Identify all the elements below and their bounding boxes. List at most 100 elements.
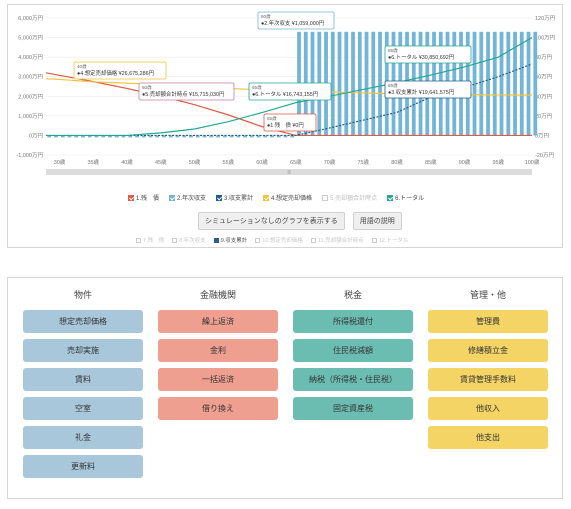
- legend-item[interactable]: 5.売却額合計時点: [322, 193, 377, 202]
- legend-item[interactable]: 11.売却額合計時点: [310, 236, 364, 244]
- tooltip-age: 65歳: [267, 115, 277, 121]
- y2-tick-label: 0万円: [535, 132, 550, 139]
- category-column: 税金 所得税還付 住民税減額 納税（所得税・住民税） 固定資産税: [293, 288, 413, 484]
- legend-label: 9.収支累計: [220, 238, 248, 244]
- event-tile-button[interactable]: 空室: [23, 397, 143, 420]
- bar: [168, 135, 173, 138]
- tooltip-age: 85歳: [388, 82, 398, 88]
- event-tile-button[interactable]: 他支出: [428, 426, 548, 449]
- scrollbar-grip[interactable]: ≡: [287, 170, 291, 176]
- legend-item[interactable]: 2.年次収支: [169, 193, 206, 202]
- bar: [182, 135, 187, 138]
- event-tile-button[interactable]: 礼金: [23, 426, 143, 449]
- legend-item[interactable]: 7.残 債: [136, 236, 164, 244]
- chart-legend: 1.残 債 2.年次収支 3.収支累計 4.想定売却価格 5.売却額合計時点 6.トータル: [128, 193, 424, 202]
- x-tick-label: 75歳: [357, 158, 369, 166]
- tooltip-age60: [257, 11, 335, 30]
- bar: [364, 31, 369, 136]
- bar: [202, 135, 207, 138]
- x-tick-label: 95歳: [492, 158, 504, 166]
- event-tile-button[interactable]: 所得税還付: [293, 310, 413, 333]
- x-tick-label: 70歳: [324, 158, 336, 166]
- event-tile-button[interactable]: 売却実施: [23, 339, 143, 362]
- event-tile-button[interactable]: 想定売却価格: [23, 310, 143, 333]
- legend-item[interactable]: 3.収支累計: [216, 193, 253, 202]
- y2-tick-label: 60万円: [535, 74, 553, 81]
- event-tile-button[interactable]: 一括返済: [158, 368, 278, 391]
- x-tick-label: 40歳: [121, 158, 133, 166]
- bar: [519, 31, 524, 136]
- event-tile-button[interactable]: 固定資産税: [293, 397, 413, 420]
- bar: [229, 135, 234, 138]
- legend-checkbox[interactable]: [136, 237, 141, 243]
- simulation-chart: 6,000万円 5,000万円 4,000万円 3,000万円 2,000万円 1,000…: [16, 11, 556, 176]
- legend-checkbox[interactable]: [322, 194, 329, 201]
- secondary-chart-legend: 7.残 債 8.年次収支 9.収支累計 10.想定売却価格 11.売却額合計時点 12.ト…: [136, 236, 408, 244]
- y-tick-label: 5,000万円: [18, 35, 43, 42]
- tooltip-value: ●5.売却額合計時点 ¥15,715,030円: [142, 90, 224, 98]
- legend-item[interactable]: 10.想定売却価格: [255, 236, 303, 244]
- event-tile-button[interactable]: 修繕積立金: [428, 339, 548, 362]
- event-tile-button[interactable]: 賃料: [23, 368, 143, 391]
- bar: [337, 31, 342, 136]
- legend-checkbox[interactable]: [263, 194, 270, 201]
- legend-checkbox[interactable]: [169, 194, 176, 201]
- event-tile-button[interactable]: 繰上返済: [158, 310, 278, 333]
- legend-item[interactable]: 12.トータル: [371, 236, 409, 244]
- bar: [162, 135, 166, 138]
- tooltip-age: 85歳: [388, 47, 398, 53]
- event-tile-button[interactable]: 管理費: [428, 310, 548, 333]
- legend-item[interactable]: 1.残 債: [128, 193, 159, 202]
- x-tick-label: 50歳: [189, 158, 201, 166]
- event-tile-button[interactable]: 金利: [158, 339, 278, 362]
- event-tile-button[interactable]: 更新料: [23, 455, 143, 478]
- bar: [175, 135, 180, 138]
- legend-checkbox[interactable]: [213, 237, 219, 243]
- tooltip-age50: [138, 82, 235, 101]
- x-tick-label: 85歳: [425, 158, 437, 166]
- x-tick-label: 55歳: [222, 158, 234, 166]
- bar: [141, 135, 146, 138]
- legend-item[interactable]: 8.年次収支: [172, 236, 206, 244]
- legend-item[interactable]: 4.想定売却価格: [263, 193, 312, 202]
- event-tile-button[interactable]: 他収入: [428, 397, 548, 420]
- y2-tick-label: 100万円: [535, 35, 556, 42]
- legend-label: 11.売却額合計時点: [317, 238, 364, 244]
- legend-checkbox[interactable]: [255, 237, 261, 243]
- event-tile-button[interactable]: 納税（所得税・住民税）: [293, 368, 413, 391]
- tooltip-age: 50歳: [142, 84, 152, 90]
- tooltip-age65a: [248, 82, 332, 101]
- x-tick-label: 60歳: [256, 158, 268, 166]
- tooltip-age: 40歳: [77, 63, 87, 69]
- event-tile-button[interactable]: 住民税減額: [293, 339, 413, 362]
- legend-checkbox[interactable]: [371, 237, 377, 243]
- y-tick-label: 0万円: [29, 132, 44, 139]
- legend-label: 12.トータル: [378, 238, 409, 244]
- tooltip-value: ●4.想定売却価格 ¥26,675,286円: [77, 69, 154, 77]
- show-without-simulation-button[interactable]: シミュレーションなしのグラフを表示する: [198, 212, 345, 230]
- bar: [67, 135, 72, 138]
- chart-scrollbar: [46, 169, 532, 175]
- bar: [344, 31, 349, 136]
- bar: [243, 135, 247, 138]
- bar: [270, 135, 274, 138]
- event-tile-button[interactable]: 賃貸管理手数料: [428, 368, 548, 391]
- glossary-button[interactable]: 用語の説明: [352, 212, 402, 230]
- legend-item[interactable]: 9.収支累計: [213, 236, 248, 244]
- y2-tick-label: 80万円: [535, 54, 553, 61]
- bar: [74, 135, 79, 138]
- bar: [357, 31, 362, 136]
- legend-checkbox[interactable]: [216, 194, 223, 201]
- bar: [290, 135, 295, 138]
- legend-checkbox[interactable]: [128, 194, 134, 201]
- bar: [222, 135, 227, 138]
- x-tick-label: 90歳: [459, 158, 471, 166]
- legend-item[interactable]: 6.トータル: [387, 193, 424, 202]
- y2-tick-label: 20万円: [535, 113, 553, 120]
- legend-checkbox[interactable]: [310, 237, 316, 243]
- bar: [60, 135, 65, 138]
- y-tick-label: 3,000万円: [18, 74, 43, 81]
- event-tile-button[interactable]: 借り換え: [158, 397, 278, 420]
- legend-checkbox[interactable]: [172, 237, 178, 243]
- legend-checkbox[interactable]: [387, 194, 394, 201]
